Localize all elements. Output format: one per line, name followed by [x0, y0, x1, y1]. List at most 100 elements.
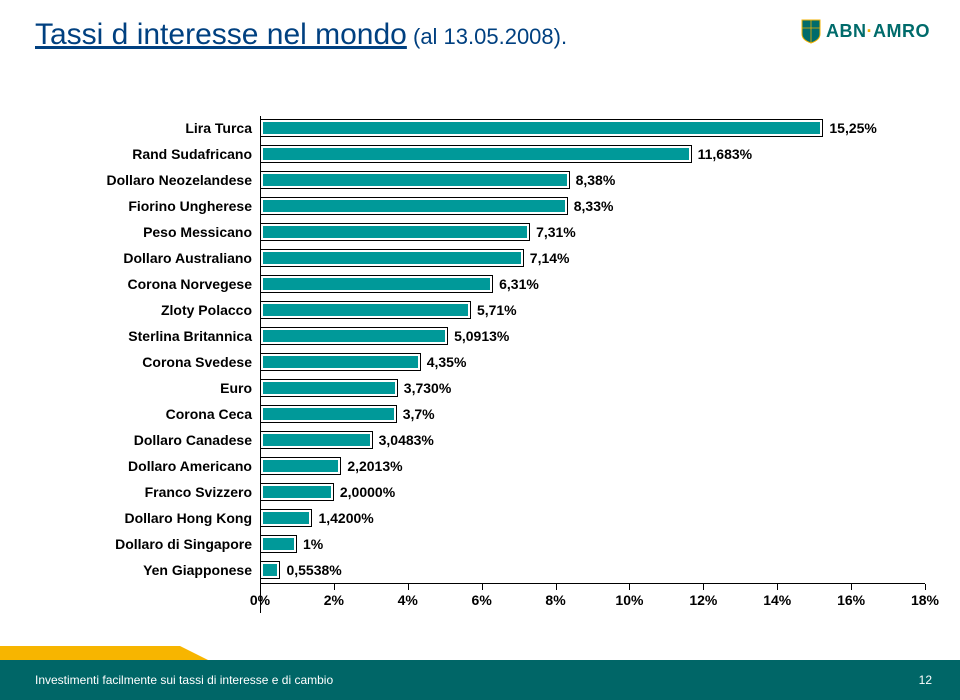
bar-fill: [263, 304, 468, 316]
bar-chart: Lira Turca 15,25% Rand Sudafricano 11,683% D…: [35, 115, 925, 613]
bar-fill: [263, 122, 820, 134]
bars-container: Lira Turca 15,25% Rand Sudafricano 11,683% D…: [35, 115, 925, 583]
x-tick-label: 4%: [398, 592, 418, 608]
plot-cell: 2,0000%: [260, 479, 925, 505]
value-label: 11,683%: [692, 146, 753, 162]
value-label: 0,5538%: [280, 562, 341, 578]
value-label: 8,33%: [568, 198, 614, 214]
bar-fill: [263, 408, 394, 420]
plot-cell: 8,38%: [260, 167, 925, 193]
category-label: Lira Turca: [35, 120, 260, 136]
footer-page-number: 12: [919, 673, 932, 687]
logo-text-b: AMRO: [873, 21, 930, 41]
bar-fill: [263, 460, 338, 472]
plot-cell: 6,31%: [260, 271, 925, 297]
plot-cell: 3,0483%: [260, 427, 925, 453]
x-tick: [629, 584, 630, 590]
brand-logo: ABN·AMRO: [800, 18, 930, 44]
bar: [260, 249, 524, 267]
title-main: Tassi d interesse nel mondo: [35, 18, 407, 51]
bar-fill: [263, 356, 418, 368]
value-label: 6,31%: [493, 276, 539, 292]
footer-bar: Investimenti facilmente sui tassi di int…: [0, 660, 960, 700]
title-sub: (al 13.05.2008).: [407, 24, 567, 49]
bar: [260, 509, 312, 527]
x-tick-label: 14%: [763, 592, 791, 608]
logo-text-a: ABN: [826, 21, 867, 41]
bar: [260, 353, 421, 371]
bar: [260, 171, 570, 189]
bar: [260, 405, 397, 423]
category-label: Dollaro Australiano: [35, 250, 260, 266]
chart-row: Zloty Polacco5,71%: [35, 297, 925, 323]
plot-cell: 7,31%: [260, 219, 925, 245]
value-label: 7,14%: [524, 250, 570, 266]
bar-fill: [263, 174, 567, 186]
plot-cell: 3,730%: [260, 375, 925, 401]
bar-fill: [263, 512, 309, 524]
value-label: 15,25%: [823, 120, 876, 136]
x-tick-label: 10%: [615, 592, 643, 608]
category-label: Dollaro di Singapore: [35, 536, 260, 552]
category-label: Corona Ceca: [35, 406, 260, 422]
bar: [260, 327, 448, 345]
category-label: Yen Giapponese: [35, 562, 260, 578]
plot-cell: 5,71%: [260, 297, 925, 323]
value-label: 3,730%: [398, 380, 451, 396]
chart-row: Dollaro Hong Kong1,4200%: [35, 505, 925, 531]
category-label: Dollaro Neozelandese: [35, 172, 260, 188]
bar: [260, 223, 530, 241]
x-tick-label: 18%: [911, 592, 939, 608]
bar: [260, 145, 692, 163]
category-label: Peso Messicano: [35, 224, 260, 240]
x-axis: 0%2%4%6%8%10%12%14%16%18%: [260, 583, 925, 613]
x-tick-label: 16%: [837, 592, 865, 608]
plot-cell: 4,35%: [260, 349, 925, 375]
value-label: 2,2013%: [341, 458, 402, 474]
bar: [260, 431, 373, 449]
x-tick: [482, 584, 483, 590]
bar-fill: [263, 434, 370, 446]
plot-cell: 7,14%: [260, 245, 925, 271]
chart-row: Lira Turca 15,25%: [35, 115, 925, 141]
footer-text: Investimenti facilmente sui tassi di int…: [35, 673, 333, 687]
bar: [260, 535, 297, 553]
logo-text: ABN·AMRO: [826, 21, 930, 42]
value-label: 2,0000%: [334, 484, 395, 500]
bar: [260, 561, 280, 579]
chart-row: Franco Svizzero2,0000%: [35, 479, 925, 505]
x-tick-label: 8%: [545, 592, 565, 608]
x-tick-label: 2%: [324, 592, 344, 608]
chart-row: Sterlina Britannica5,0913%: [35, 323, 925, 349]
value-label: 3,7%: [397, 406, 435, 422]
x-tick: [260, 584, 261, 590]
x-tick: [925, 584, 926, 590]
shield-icon: [800, 18, 822, 44]
bar: [260, 119, 823, 137]
plot-cell: 15,25%: [260, 115, 925, 141]
chart-row: Corona Ceca 3,7%: [35, 401, 925, 427]
bar-fill: [263, 538, 294, 550]
chart-row: Fiorino Ungherese8,33%: [35, 193, 925, 219]
category-label: Rand Sudafricano: [35, 146, 260, 162]
bar-fill: [263, 252, 521, 264]
bar-fill: [263, 486, 331, 498]
category-label: Dollaro Americano: [35, 458, 260, 474]
value-label: 5,0913%: [448, 328, 509, 344]
chart-row: Dollaro Neozelandese8,38%: [35, 167, 925, 193]
chart-row: Euro3,730%: [35, 375, 925, 401]
x-tick-label: 12%: [689, 592, 717, 608]
x-tick: [408, 584, 409, 590]
plot-cell: 11,683%: [260, 141, 925, 167]
chart-row: Rand Sudafricano 11,683%: [35, 141, 925, 167]
x-tick: [703, 584, 704, 590]
category-label: Corona Norvegese: [35, 276, 260, 292]
category-label: Dollaro Hong Kong: [35, 510, 260, 526]
value-label: 7,31%: [530, 224, 576, 240]
category-label: Dollaro Canadese: [35, 432, 260, 448]
chart-row: Dollaro di Singapore1%: [35, 531, 925, 557]
header: Tassi d interesse nel mondo (al 13.05.20…: [35, 18, 930, 52]
x-tick: [777, 584, 778, 590]
bar-fill: [263, 564, 277, 576]
value-label: 5,71%: [471, 302, 517, 318]
